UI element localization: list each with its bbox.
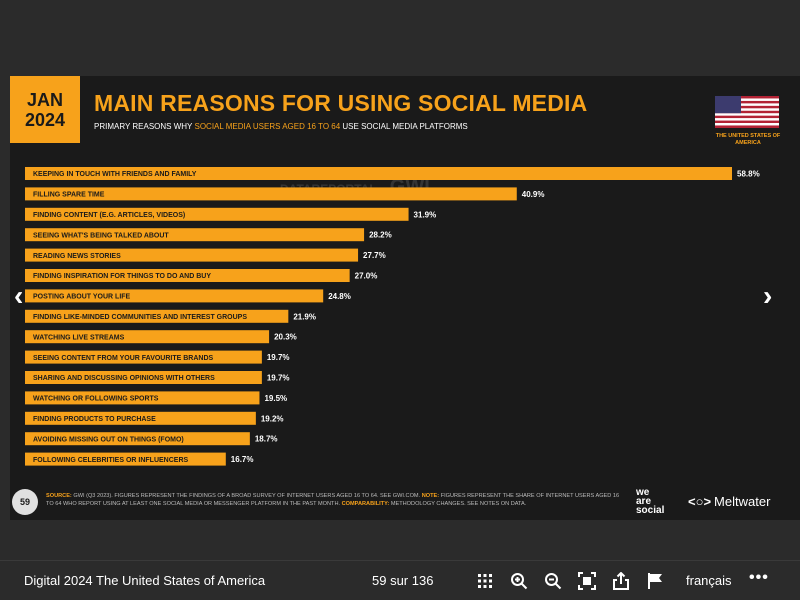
bar (25, 167, 732, 180)
bar-category-label: SEEING CONTENT FROM YOUR FAVOURITE BRAND… (33, 355, 214, 362)
bar (25, 411, 256, 425)
viewer-toolbar: Digital 2024 The United States of Americ… (0, 560, 800, 600)
note-label: NOTE: (421, 493, 440, 499)
grid-view-button[interactable] (473, 569, 497, 593)
next-slide-button[interactable]: › (763, 282, 772, 310)
bar-value-label: 21.9% (293, 312, 316, 321)
zoom-in-icon (511, 573, 528, 590)
share-icon (613, 572, 629, 590)
bar-value-label: 58.8% (737, 170, 760, 179)
meltwater-icon: <○> (688, 494, 712, 509)
chevron-right-icon: › (763, 280, 773, 311)
bar-value-label: 19.5% (264, 394, 287, 403)
bar-category-label: FINDING PRODUCTS TO PURCHASE (33, 416, 156, 423)
bar-value-label: 16.7% (231, 455, 254, 464)
bar-value-label: 20.3% (274, 333, 297, 342)
language-selector[interactable]: français (686, 573, 732, 588)
zoom-out-icon (545, 573, 562, 590)
bar-chart: KEEPING IN TOUCH WITH FRIENDS AND FAMILY… (25, 167, 760, 466)
slide-title: MAIN REASONS FOR USING SOCIAL MEDIA (94, 90, 588, 116)
document-title: Digital 2024 The United States of Americ… (24, 573, 266, 588)
bar (25, 371, 262, 384)
source-label: SOURCE: (46, 493, 72, 499)
was-line-3: social (636, 505, 665, 516)
bar-category-label: POSTING ABOUT YOUR LIFE (33, 294, 131, 301)
meltwater-text: Meltwater (714, 494, 771, 509)
source-note: SOURCE: GWI (Q3 2023). FIGURES REPRESENT… (46, 492, 624, 508)
fullscreen-icon (578, 572, 596, 590)
bar (25, 391, 260, 405)
share-button[interactable] (609, 569, 633, 593)
bar-value-label: 18.7% (255, 435, 278, 444)
bar-category-label: FOLLOWING CELEBRITIES OR INFLUENCERS (33, 457, 188, 464)
comparability-text: METHODOLOGY CHANGES. SEE NOTES ON DATA. (390, 501, 527, 507)
slide-number-badge: 59 (12, 489, 38, 515)
bar-value-label: 28.2% (369, 231, 392, 240)
bar (25, 350, 262, 364)
bar-category-label: AVOIDING MISSING OUT ON THINGS (FOMO) (33, 436, 184, 443)
was-line-2: are (636, 496, 652, 507)
date-badge: JAN 2024 (10, 76, 80, 143)
subtitle-prefix: PRIMARY REASONS WHY (94, 122, 193, 131)
date-year: 2024 (24, 110, 66, 130)
bar-value-label: 24.8% (328, 292, 351, 301)
page-counter: 59 sur 136 (372, 573, 434, 588)
bar-category-label: FINDING INSPIRATION FOR THINGS TO DO AND… (33, 273, 211, 280)
zoom-in-button[interactable] (507, 569, 531, 593)
slide: JAN 2024 MAIN REASONS FOR USING SOCIAL M… (10, 76, 800, 520)
bar (25, 269, 350, 282)
bar-value-label: 19.7% (267, 353, 290, 362)
grid-icon (478, 574, 492, 588)
bar (25, 228, 365, 242)
bar-category-label: FINDING LIKE-MINDED COMMUNITIES AND INTE… (33, 314, 247, 321)
bar-value-label: 31.9% (414, 210, 437, 219)
bar (25, 330, 270, 344)
bar-value-label: 19.7% (267, 374, 290, 383)
comparability-label: COMPARABILITY: (341, 501, 390, 507)
bar (25, 248, 359, 262)
bar-value-label: 40.9% (522, 190, 545, 199)
bar-category-label: WATCHING LIVE STREAMS (33, 334, 125, 341)
bar-value-label: 19.2% (261, 414, 284, 423)
bar-category-label: SEEING WHAT'S BEING TALKED ABOUT (33, 232, 169, 239)
bar (25, 309, 289, 323)
us-flag-icon (715, 96, 779, 128)
subtitle-highlight: SOCIAL MEDIA USERS AGED 16 TO 64 (194, 122, 341, 131)
report-button[interactable] (643, 569, 667, 593)
was-line-1: we (636, 487, 650, 498)
bar (25, 289, 324, 303)
bar-category-label: FILLING SPARE TIME (33, 192, 105, 199)
we-are-social-logo: we are social (636, 487, 665, 516)
bar-category-label: READING NEWS STORIES (33, 253, 121, 260)
chevron-left-icon: ‹ (14, 280, 24, 311)
bar-category-label: SHARING AND DISCUSSING OPINIONS WITH OTH… (33, 375, 215, 382)
date-month: JAN (26, 90, 63, 110)
bar (25, 187, 517, 201)
fullscreen-button[interactable] (575, 569, 599, 593)
bar (25, 452, 226, 466)
meltwater-logo: <○> Meltwater (688, 494, 770, 509)
more-options-button[interactable]: ••• (749, 569, 769, 586)
bar-category-label: WATCHING OR FOLLOWING SPORTS (33, 396, 159, 403)
subtitle-suffix: USE SOCIAL MEDIA PLATFORMS (342, 122, 468, 131)
bar (25, 207, 409, 221)
zoom-out-button[interactable] (541, 569, 565, 593)
slide-subtitle: PRIMARY REASONS WHY SOCIAL MEDIA USERS A… (94, 122, 468, 131)
bar-category-label: FINDING CONTENT (E.G. ARTICLES, VIDEOS) (33, 212, 185, 219)
bar-category-label: KEEPING IN TOUCH WITH FRIENDS AND FAMILY (33, 171, 197, 178)
country-label: THE UNITED STATES OF AMERICA (715, 133, 781, 146)
flag-icon (648, 573, 662, 589)
bar-value-label: 27.7% (363, 251, 386, 260)
source-text: GWI (Q3 2023). FIGURES REPRESENT THE FIN… (73, 493, 421, 499)
note-text: FIGURES REPRESENT THE SHARE OF INTERNET … (46, 493, 620, 507)
bar (25, 432, 250, 446)
previous-slide-button[interactable]: ‹ (14, 282, 23, 310)
bar-value-label: 27.0% (355, 272, 378, 281)
